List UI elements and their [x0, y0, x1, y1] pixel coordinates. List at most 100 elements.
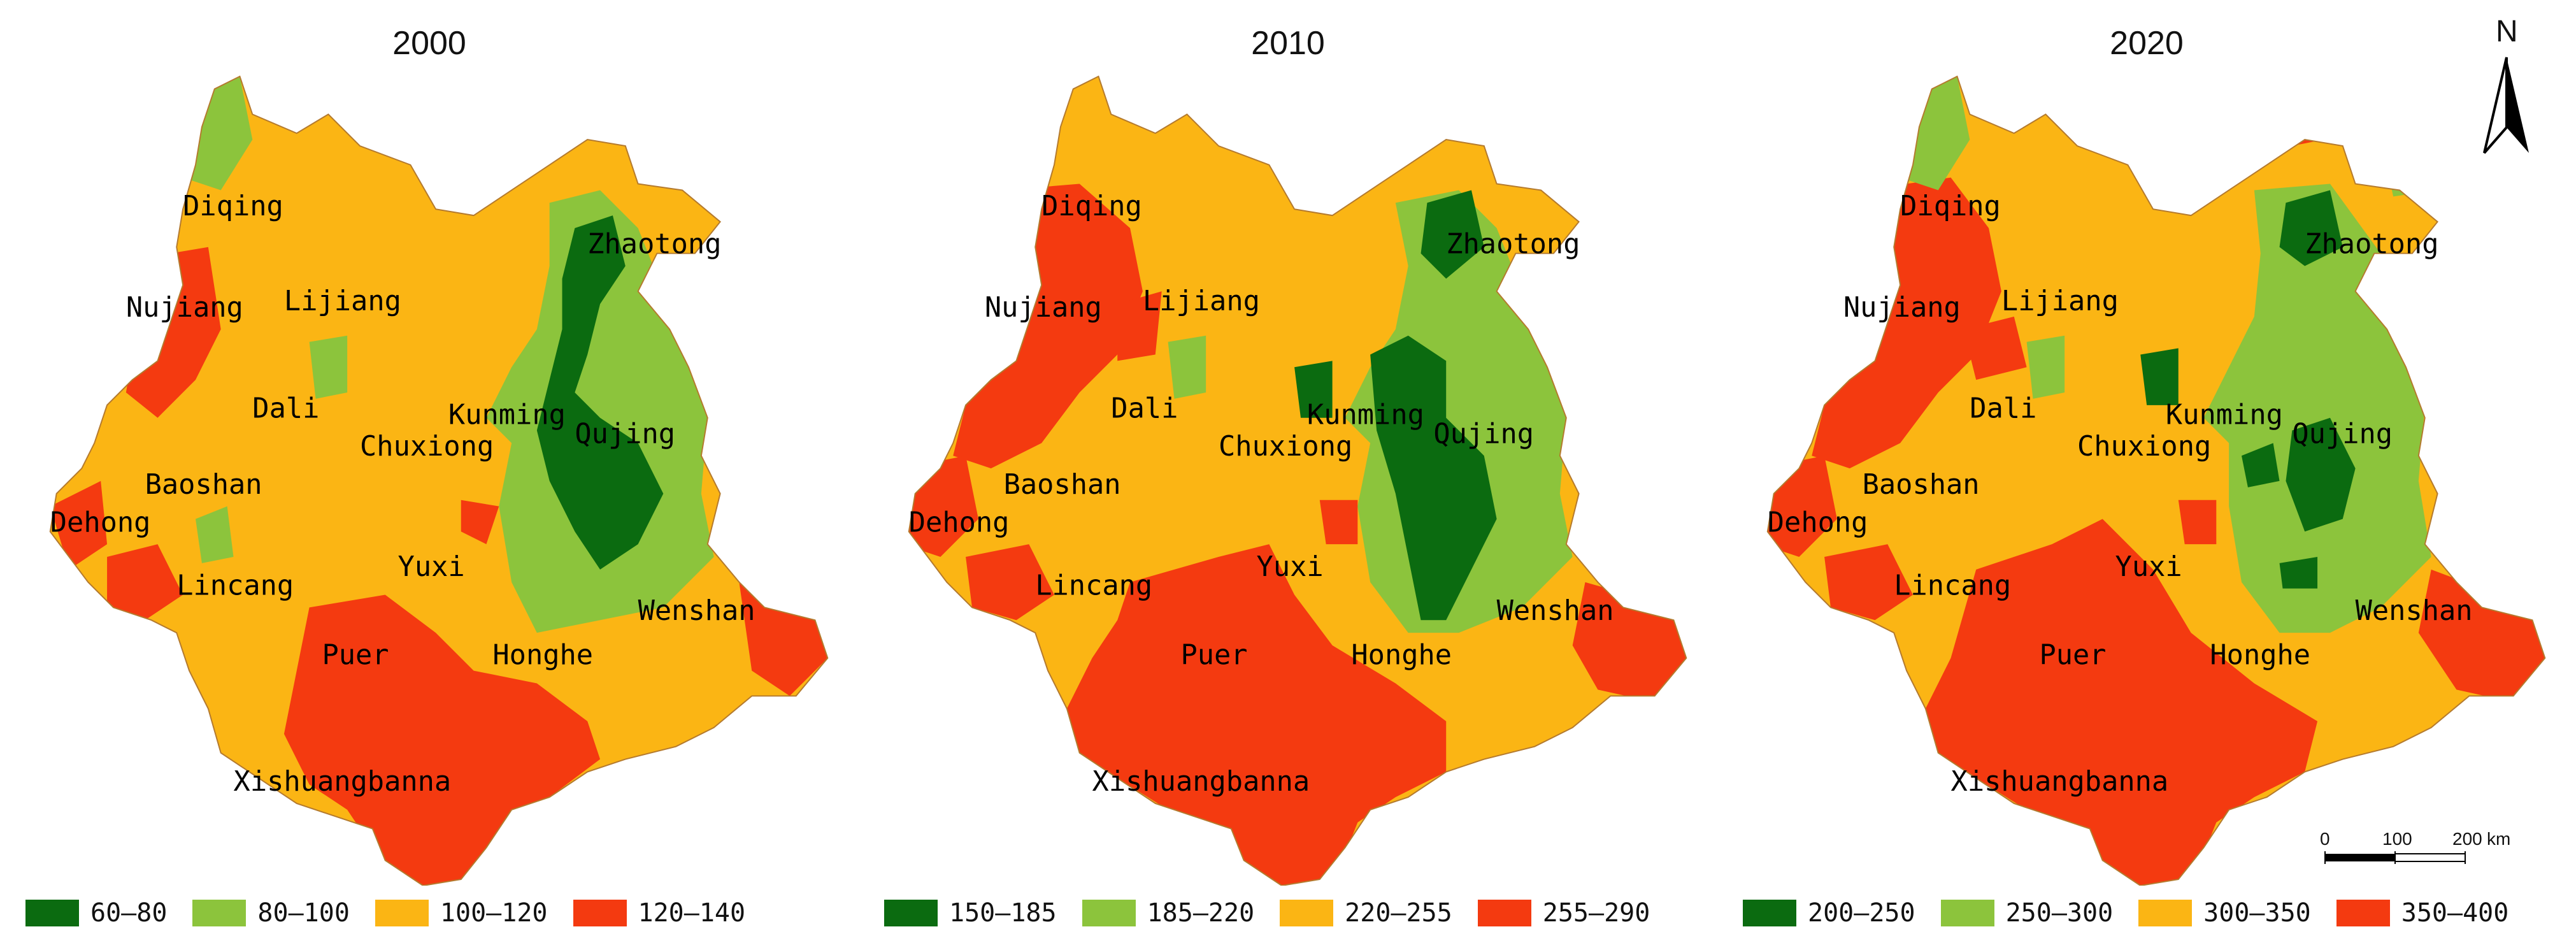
legend: 150–185 185–220 220–255 255–290: [884, 898, 1650, 928]
swatch-orange: [1280, 900, 1334, 926]
scale-tick-200: 200: [2452, 829, 2482, 849]
label-chuxiong: Chuxiong: [360, 430, 494, 463]
region-red: [966, 544, 1054, 621]
legend: 200–250 250–300 300–350 350–400: [1743, 898, 2508, 928]
label-honghe: Honghe: [492, 639, 593, 672]
legend-label: 250–300: [2005, 898, 2114, 928]
region-dark-green: [1294, 361, 1333, 418]
swatch-light-green: [192, 900, 247, 926]
label-lincang: Lincang: [1035, 570, 1152, 602]
legend-label: 300–350: [2203, 898, 2311, 928]
legend-item: 100–120: [375, 898, 548, 928]
region-red: [953, 184, 1143, 469]
label-chuxiong: Chuxiong: [2077, 430, 2211, 463]
legend-item: 200–250: [1743, 898, 1915, 928]
north-arrow-icon: [2483, 57, 2529, 154]
swatch-light-green: [1940, 900, 1994, 926]
region-red: [1319, 500, 1358, 545]
label-puer: Puer: [1180, 639, 1247, 672]
label-diqing: Diqing: [183, 190, 283, 222]
legend-label: 80–100: [257, 898, 350, 928]
label-diqing: Diqing: [1041, 190, 1142, 222]
legend-item: 150–185: [884, 898, 1057, 928]
panel-title: 2010: [1251, 25, 1325, 62]
choropleth-map: Diqing Zhaotong Nujiang Lijiang Dali Kun…: [1766, 75, 2546, 886]
label-nujiang: Nujiang: [126, 291, 243, 324]
label-lijiang: Lijiang: [1143, 285, 1260, 317]
panel-title: 2020: [2110, 25, 2184, 62]
region-dark-green: [2279, 557, 2318, 589]
region-red: [50, 480, 108, 570]
label-nujiang: Nujiang: [985, 291, 1102, 324]
swatch-dark-green: [884, 900, 938, 926]
legend-item: 255–290: [1477, 898, 1650, 928]
swatch-dark-green: [25, 900, 79, 926]
label-wenshan: Wenshan: [2356, 594, 2473, 627]
swatch-light-green: [1082, 900, 1136, 926]
label-lincang: Lincang: [1894, 570, 2011, 602]
region-dark-green: [536, 215, 664, 570]
label-qujing: Qujing: [1433, 417, 1534, 450]
region-labels: Diqing Zhaotong Nujiang Lijiang Dali Kun…: [909, 190, 1614, 798]
choropleth-map: Diqing Zhaotong Nujiang Lijiang Dali Kun…: [908, 75, 1687, 886]
scale-tick-0: 0: [2320, 829, 2330, 849]
label-lijiang: Lijiang: [2001, 285, 2119, 317]
north-label: N: [2496, 15, 2518, 48]
region-red: [1066, 544, 1447, 886]
scale-tick-100: 100: [2382, 829, 2412, 849]
region-light-green: [196, 506, 234, 563]
label-honghe: Honghe: [2210, 639, 2310, 672]
legend: 60–80 80–100 100–120 120–140: [25, 898, 745, 928]
label-dali: Dali: [1111, 392, 1178, 425]
region-dark-green: [2286, 417, 2356, 532]
region-red: [1812, 177, 2001, 469]
region-dark-green: [2140, 348, 2179, 405]
label-baoshan: Baoshan: [1863, 468, 1980, 501]
legend-item: 60–80: [25, 898, 167, 928]
swatch-red: [2336, 900, 2390, 926]
region-labels: Diqing Zhaotong Nujiang Lijiang Dali Kun…: [1768, 190, 2473, 798]
region-light-green: [2026, 335, 2065, 399]
region-light-green: [2380, 140, 2438, 197]
region-red: [107, 544, 183, 621]
region-dark-green: [2242, 443, 2280, 487]
choropleth-map: Diqing Zhaotong Nujiang Lijiang Dali Kun…: [49, 75, 829, 886]
region-red: [283, 594, 601, 886]
scale-bar: 0 100 200 km: [2320, 829, 2510, 864]
label-kunming: Kunming: [2166, 399, 2283, 431]
region-red: [1925, 519, 2318, 886]
legend-item: 250–300: [1940, 898, 2114, 928]
label-puer: Puer: [2039, 639, 2106, 672]
label-dali: Dali: [252, 392, 319, 425]
legend-label: 60–80: [90, 898, 168, 928]
legend-label: 150–185: [949, 898, 1057, 928]
legend-item: 185–220: [1082, 898, 1255, 928]
label-kunming: Kunming: [448, 399, 566, 431]
swatch-red: [1477, 900, 1531, 926]
label-dehong: Dehong: [50, 506, 151, 538]
label-dehong: Dehong: [1768, 506, 1868, 538]
legend-label: 255–290: [1542, 898, 1650, 928]
legend-label: 200–250: [1808, 898, 1915, 928]
region-red: [461, 500, 499, 545]
label-dehong: Dehong: [909, 506, 1010, 538]
legend-label: 185–220: [1147, 898, 1255, 928]
label-chuxiong: Chuxiong: [1219, 430, 1352, 463]
region-light-green: [1168, 335, 1206, 399]
map-panel-2010: 2010 Diqing Zhaotong Nujiang Lijiang Dal…: [859, 0, 1717, 950]
region-dark-green: [2279, 190, 2343, 266]
swatch-orange: [375, 900, 429, 926]
region-light-green: [309, 335, 348, 399]
legend-item: 120–140: [573, 898, 745, 928]
label-zhaotong: Zhaotong: [2305, 228, 2438, 261]
label-puer: Puer: [322, 639, 389, 672]
legend-item: 300–350: [2138, 898, 2311, 928]
legend-item: 350–400: [2336, 898, 2508, 928]
label-honghe: Honghe: [1351, 639, 1452, 672]
label-baoshan: Baoshan: [145, 468, 262, 501]
label-qujing: Qujing: [2292, 417, 2393, 450]
label-diqing: Diqing: [1900, 190, 2001, 222]
label-baoshan: Baoshan: [1004, 468, 1121, 501]
map-panel-2000: 2000 Diqing Zhaotong Nujiang Lijiang Dal…: [0, 0, 859, 950]
label-wenshan: Wenshan: [638, 594, 755, 627]
